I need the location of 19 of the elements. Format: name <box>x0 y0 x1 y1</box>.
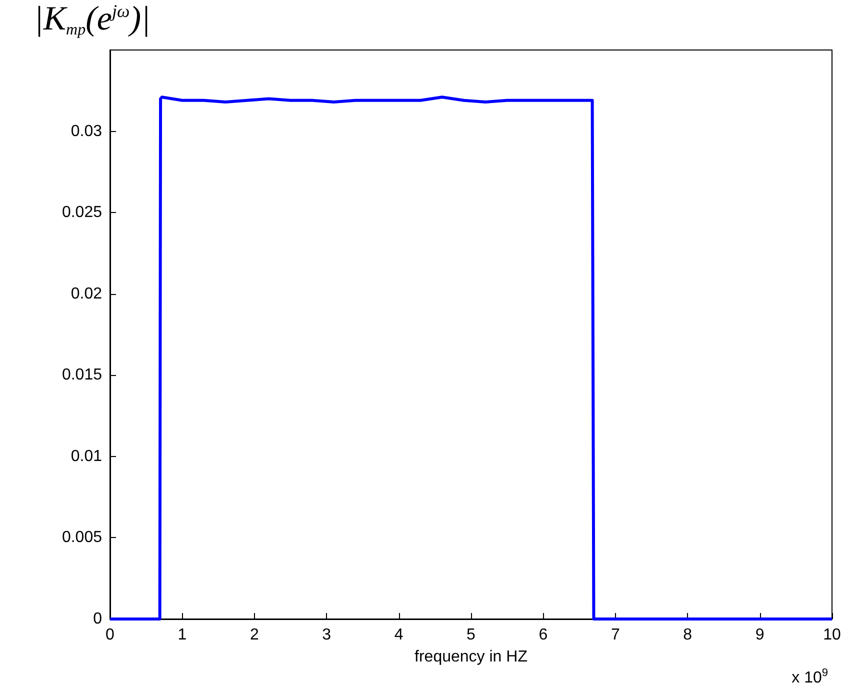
x-tick-label: 10 <box>823 626 841 644</box>
x-tick-label: 0 <box>106 626 115 644</box>
x-tick-label: 8 <box>683 626 692 644</box>
y-tick-label: 0.015 <box>62 366 102 384</box>
x-tick-label: 1 <box>178 626 187 644</box>
y-tick-label: 0.005 <box>62 529 102 546</box>
x-tick-label: 5 <box>466 626 476 644</box>
x-tick-label: 2 <box>250 626 259 644</box>
x-tick-label: 9 <box>755 626 764 644</box>
x-tick-label: 4 <box>394 626 404 644</box>
y-tick-label: 0 <box>93 610 102 628</box>
y-tick-label: 0.02 <box>70 285 102 302</box>
x-tick-label: 3 <box>322 626 332 644</box>
y-tick-label: 0.01 <box>70 448 102 465</box>
y-tick-label: 0.03 <box>70 122 102 140</box>
x-axis-title: frequency in HZ <box>414 648 528 666</box>
x-tick-label: 6 <box>538 626 548 644</box>
y-tick-label: 0.025 <box>62 204 102 222</box>
x-tick-label: 7 <box>610 626 620 644</box>
